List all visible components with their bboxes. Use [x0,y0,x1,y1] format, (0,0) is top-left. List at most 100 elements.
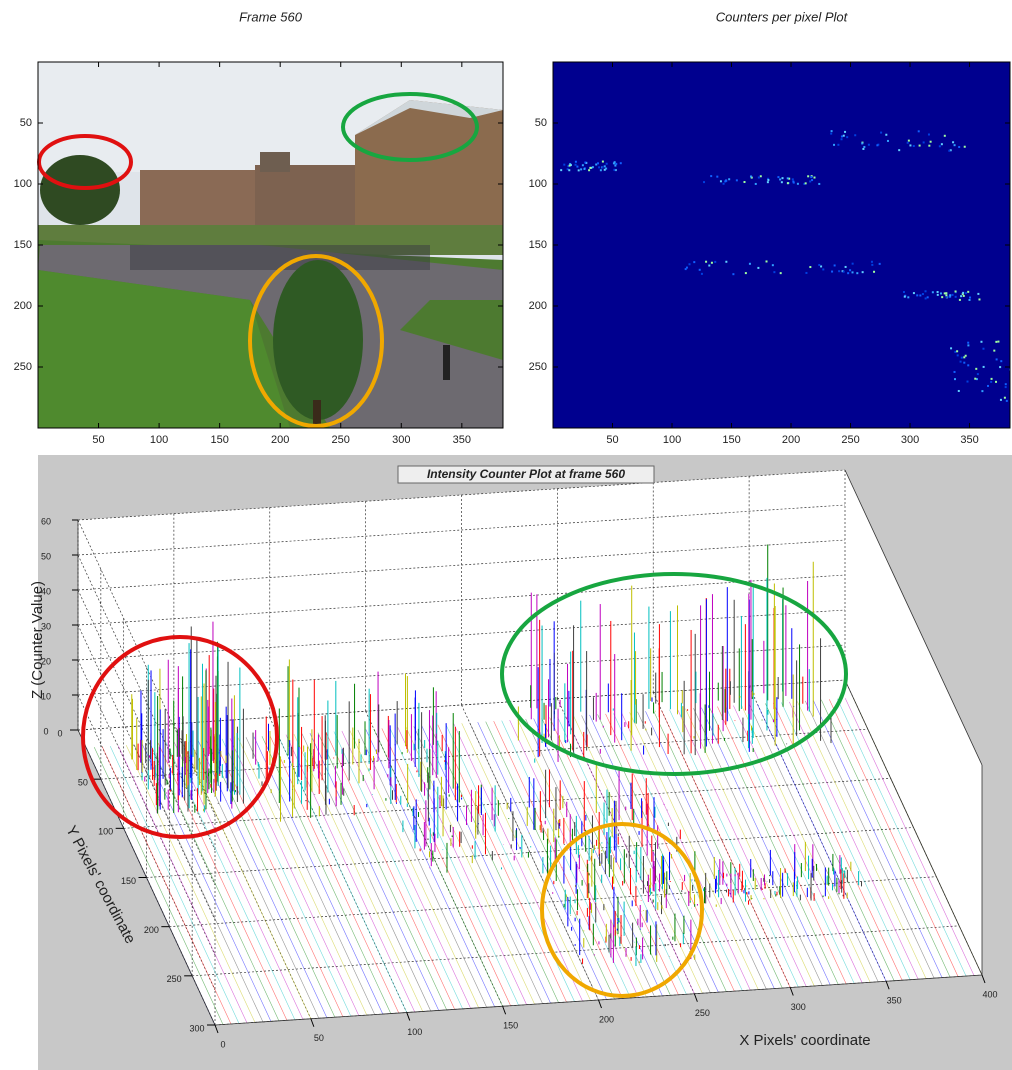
heatmap-speck [862,271,864,273]
heatmap-speck [967,381,969,383]
y-tick-label: 150 [121,876,136,886]
heatmap-speck [981,390,983,392]
heatmap-speck [750,175,752,177]
heatmap-speck [928,134,930,136]
x-tick-label: 300 [901,434,919,446]
heatmap-speck [982,348,984,350]
heatmap-speck [967,364,969,366]
heatmap-speck [954,351,956,353]
heatmap-speck [1000,399,1002,401]
heatmap-speck [831,130,833,132]
heatmap-speck [928,145,930,147]
heatmap-speck [736,179,738,181]
heatmap-speck [822,268,824,270]
heatmap-speck [689,263,691,265]
heatmap-speck [807,175,809,177]
heatmap-speck [885,134,887,136]
heatmap-speck [725,180,727,182]
heatmap-speck [847,272,849,274]
heatmap-speck [852,271,854,273]
heatmap-speck [843,271,845,273]
heatmap-speck [843,135,845,137]
x-tick-label: 100 [407,1027,422,1037]
heatmap-speck [813,177,815,179]
heatmap-speck [957,354,959,356]
heatmap-speck [955,290,957,292]
heatmap-speck [945,292,947,294]
heatmap-speck [908,140,910,142]
heatmap-speck [693,261,695,263]
y-tick-label: 100 [14,178,32,190]
x-tick-label: 200 [599,1014,614,1024]
heatmap-speck [589,167,591,169]
heatmap-speck [974,378,976,380]
y-tick-label: 0 [57,728,62,738]
heatmap-speck [766,260,768,262]
heatmap-speck [583,168,585,170]
heatmap-speck [852,263,854,265]
chart-title: Counters per pixel Plot [716,9,849,24]
heatmap-speck [907,296,909,298]
heatmap-speck [977,373,979,375]
heatmap-speck [965,355,967,357]
heatmap-speck [755,183,757,185]
heatmap-speck [725,261,727,263]
y-tick-label: 50 [535,117,547,129]
heatmap-speck [963,362,965,364]
heatmap-speck [787,177,789,179]
heatmap-speck [932,291,934,293]
heatmap-speck [701,273,703,275]
heatmap-speck [841,135,843,137]
heatmap-speck [983,366,985,368]
heatmap-speck [955,296,957,298]
heatmap-speck [930,141,932,143]
heatmap-speck [913,292,915,294]
heatmap-speck [620,162,622,164]
x-tick-label: 350 [453,434,471,446]
heatmap-speck [904,296,906,298]
heatmap-speck [568,169,570,171]
heatmap-speck [873,271,875,273]
heatmap-speck [716,176,718,178]
x-tick-label: 150 [503,1021,518,1031]
chart-title: Intensity Counter Plot at frame 560 [427,467,625,481]
heatmap-speck [830,133,832,135]
heatmap-speck [954,371,956,373]
x-tick-label: 100 [150,434,168,446]
heatmap-speck [834,264,836,266]
heatmap-speck [793,182,795,184]
heatmap-speck [898,149,900,151]
heatmap-speck [999,366,1001,368]
heatmap-speck [710,175,712,177]
heatmap-speck [614,165,616,167]
heatmap-speck [958,390,960,392]
heatmap-speck [743,181,745,183]
heatmap-speck [956,350,958,352]
heatmap-speck [949,294,951,296]
heatmap-speck [941,296,943,298]
heatmap-speck [604,165,606,167]
heatmap-speck [880,132,882,134]
heatmap-speck [597,162,599,164]
heatmap-speck [980,341,982,343]
heatmap-speck [990,381,992,383]
heatmap-speck [993,350,995,352]
heatmap-speck [705,261,707,263]
heatmap-speck [720,180,722,182]
heatmap-speck [995,341,997,343]
heatmap-speck [946,296,948,298]
x-tick-label: 250 [841,434,859,446]
z-axis-label: Z (Counter Value) [29,581,46,699]
x-tick-label: 300 [791,1002,806,1012]
heatmap-speck [960,295,962,297]
heatmap-speck [1005,383,1007,385]
heatmap-speck [805,272,807,274]
heatmap-speck [601,166,603,168]
heatmap-speck [969,297,971,299]
y-tick-label: 200 [529,300,547,312]
heatmap-speck [703,181,705,183]
heatmap-speck [948,150,950,152]
heatmap-speck [925,297,927,299]
x-tick-label: 300 [392,434,410,446]
heatmap-speck [575,161,577,163]
